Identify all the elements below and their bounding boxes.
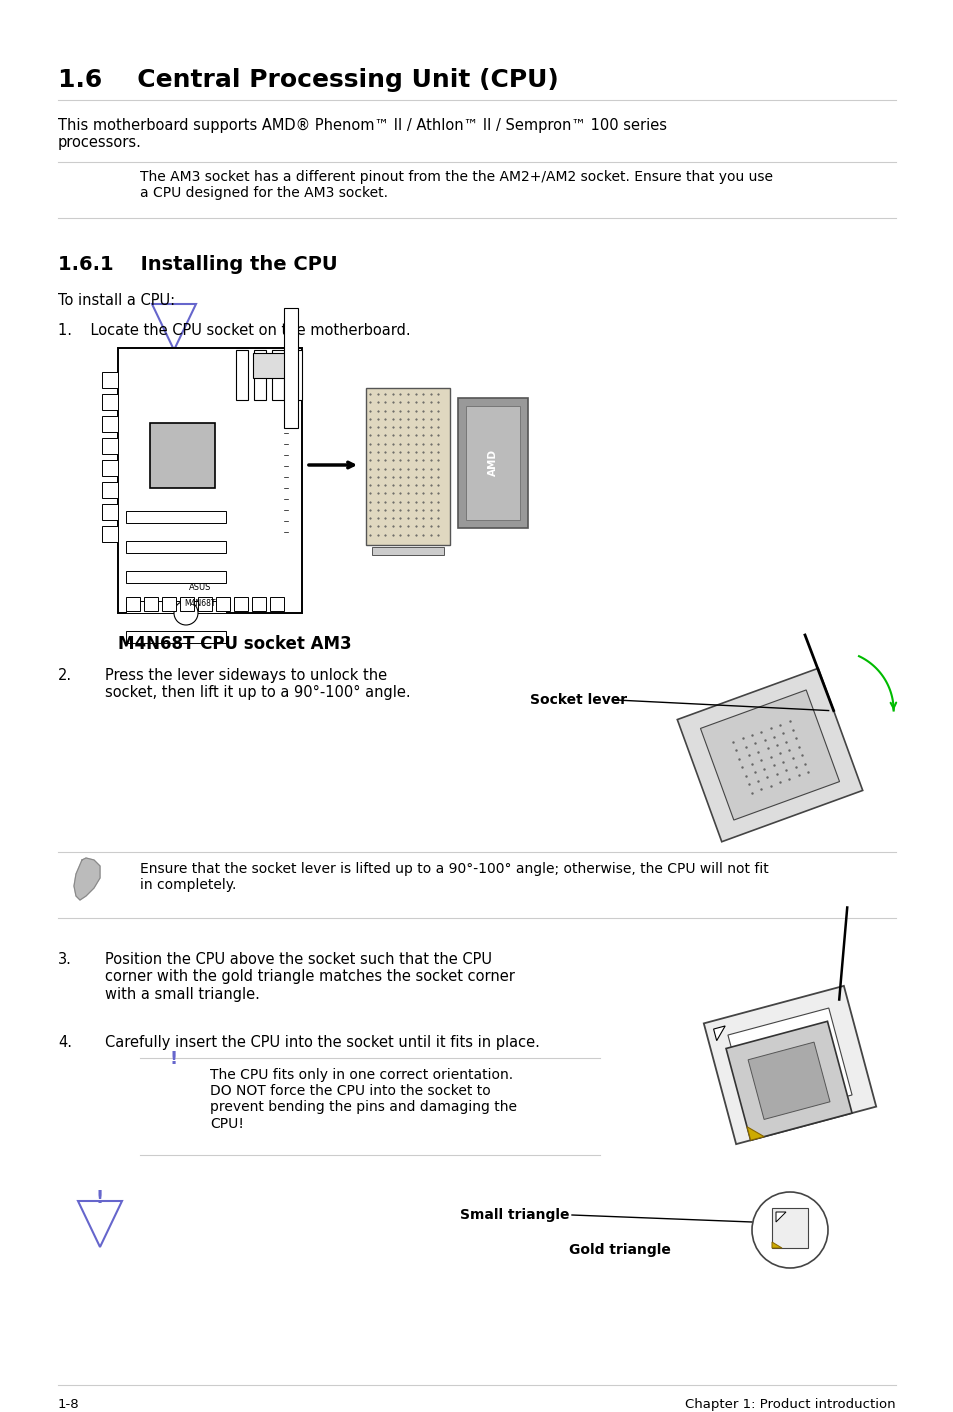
Text: 2.: 2. [58, 668, 72, 683]
Bar [150, 424, 214, 489]
Text: AMD: AMD [488, 449, 497, 476]
Circle shape [751, 1192, 827, 1268]
Bar [253, 353, 293, 378]
Bar [126, 511, 226, 522]
Bar [118, 347, 302, 613]
Text: The CPU fits only in one correct orientation.
DO NOT force the CPU into the sock: The CPU fits only in one correct orienta… [210, 1067, 517, 1131]
Bar [372, 546, 443, 555]
Text: This motherboard supports AMD® Phenom™ II / Athlon™ II / Sempron™ 100 series
pro: This motherboard supports AMD® Phenom™ I… [58, 119, 666, 151]
Text: Gold triangle: Gold triangle [569, 1243, 670, 1257]
Text: 1.6    Central Processing Unit (CPU): 1.6 Central Processing Unit (CPU) [58, 68, 558, 92]
Bar [126, 597, 140, 611]
Text: To install a CPU:: To install a CPU: [58, 294, 175, 308]
Text: Carefully insert the CPU into the socket until it fits in place.: Carefully insert the CPU into the socket… [105, 1035, 539, 1051]
Bar [102, 438, 118, 455]
Text: Small triangle: Small triangle [460, 1209, 569, 1221]
Circle shape [173, 602, 198, 626]
Text: M4N68T CPU socket AM3: M4N68T CPU socket AM3 [118, 635, 352, 652]
Bar [215, 597, 230, 611]
Bar [272, 350, 284, 400]
Bar [233, 597, 248, 611]
Polygon shape [700, 690, 839, 820]
Bar [126, 541, 226, 554]
Text: Position the CPU above the socket such that the CPU
corner with the gold triangl: Position the CPU above the socket such t… [105, 952, 515, 1001]
Bar [180, 597, 193, 611]
Bar [102, 394, 118, 409]
Text: M4N68T: M4N68T [184, 599, 215, 607]
Bar [102, 460, 118, 476]
Bar [126, 570, 226, 583]
Polygon shape [725, 1021, 851, 1141]
Bar [102, 371, 118, 388]
Bar [457, 398, 527, 528]
Polygon shape [713, 1027, 724, 1041]
Text: !: ! [170, 1051, 178, 1067]
Bar [126, 631, 226, 642]
Bar [465, 407, 519, 520]
Text: Press the lever sideways to unlock the
socket, then lift it up to a 90°-100° ang: Press the lever sideways to unlock the s… [105, 668, 410, 700]
Bar [102, 504, 118, 520]
Text: Ensure that the socket lever is lifted up to a 90°-100° angle; otherwise, the CP: Ensure that the socket lever is lifted u… [140, 861, 768, 892]
Text: 3.: 3. [58, 952, 71, 967]
Bar [144, 597, 158, 611]
Bar [366, 388, 450, 545]
Text: !: ! [96, 1189, 104, 1207]
Bar [253, 350, 266, 400]
Polygon shape [677, 668, 862, 842]
Polygon shape [727, 1008, 851, 1123]
Text: 1.6.1    Installing the CPU: 1.6.1 Installing the CPU [58, 256, 337, 274]
Bar [198, 597, 212, 611]
Bar [126, 602, 226, 613]
Bar [252, 597, 266, 611]
Bar [235, 350, 248, 400]
Bar [284, 308, 297, 428]
Text: Socket lever: Socket lever [530, 693, 626, 707]
Polygon shape [771, 1243, 781, 1248]
Polygon shape [771, 1209, 807, 1248]
Polygon shape [747, 1042, 829, 1120]
Bar [270, 597, 284, 611]
Bar [102, 481, 118, 498]
Text: 1.    Locate the CPU socket on the motherboard.: 1. Locate the CPU socket on the motherbo… [58, 323, 410, 337]
Bar [162, 597, 175, 611]
Bar [102, 417, 118, 432]
Text: The AM3 socket has a different pinout from the the AM2+/AM2 socket. Ensure that : The AM3 socket has a different pinout fr… [140, 169, 772, 201]
Text: Chapter 1: Product introduction: Chapter 1: Product introduction [684, 1398, 895, 1411]
Polygon shape [74, 858, 100, 899]
Bar [290, 350, 302, 400]
Text: ASUS: ASUS [189, 583, 211, 593]
Text: 1-8: 1-8 [58, 1398, 79, 1411]
Text: 4.: 4. [58, 1035, 71, 1051]
Bar [102, 527, 118, 542]
Polygon shape [746, 1127, 763, 1141]
Polygon shape [703, 986, 875, 1144]
Polygon shape [775, 1211, 785, 1221]
